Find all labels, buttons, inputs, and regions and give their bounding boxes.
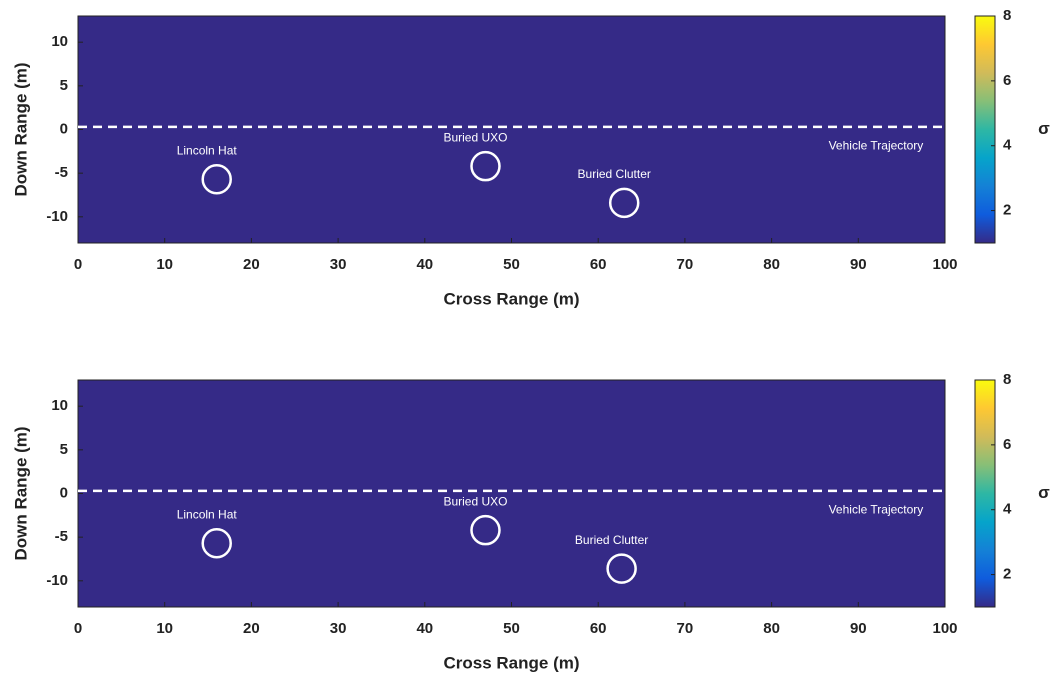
x-tick-label: 20 <box>243 256 260 273</box>
colorbar-tick-label: 6 <box>1003 436 1011 453</box>
x-tick-label: 90 <box>850 256 867 273</box>
y-tick-label: 0 <box>60 484 68 501</box>
x-tick-label: 90 <box>850 620 867 637</box>
y-tick-label: 5 <box>60 441 68 458</box>
colorbar-tick-label: 6 <box>1003 72 1011 89</box>
colorbar-tick-label: 4 <box>1003 501 1012 518</box>
x-tick-label: 10 <box>156 256 173 273</box>
x-tick-label: 50 <box>503 620 520 637</box>
y-tick-label: -10 <box>46 572 68 589</box>
colorbar-tick-label: 2 <box>1003 566 1011 583</box>
plot-area <box>78 380 945 607</box>
y-tick-label: 10 <box>51 33 68 50</box>
y-tick-label: -10 <box>46 208 68 225</box>
figure: 0102030405060708090100-10-50510Cross Ran… <box>0 0 1054 675</box>
target-label: Lincoln Hat <box>177 143 238 157</box>
x-tick-label: 30 <box>330 620 347 637</box>
y-tick-label: 5 <box>60 77 68 94</box>
x-tick-label: 40 <box>416 620 433 637</box>
x-tick-label: 30 <box>330 256 347 273</box>
colorbar <box>975 380 995 607</box>
x-tick-label: 100 <box>932 256 957 273</box>
heatmap-panel: 0 10 20 30 40 50 60 70 80 90 100 -10 -5 0 5 10 Cross Ran… <box>11 371 1050 673</box>
x-tick-label: 80 <box>763 620 780 637</box>
x-axis-label: Cross Range (m) <box>443 653 579 672</box>
x-tick-label: 70 <box>677 620 694 637</box>
x-tick-label: 50 <box>503 256 520 273</box>
x-tick-label: 80 <box>763 256 780 273</box>
y-tick-label: -5 <box>55 164 68 181</box>
trajectory-label: Vehicle Trajectory <box>829 138 924 152</box>
y-axis-label: Down Range (m) <box>11 62 30 196</box>
colorbar-tick-label: 4 <box>1003 137 1012 154</box>
colorbar-tick-label: 8 <box>1003 7 1011 24</box>
target-label: Buried UXO <box>443 130 507 144</box>
x-tick-label: 10 <box>156 620 173 637</box>
target-label: Buried UXO <box>443 494 507 508</box>
colorbar-tick-label: 2 <box>1003 202 1011 219</box>
x-tick-label: 60 <box>590 256 607 273</box>
x-axis-label: Cross Range (m) <box>443 289 579 308</box>
colorbar-label: σ <box>1038 119 1050 138</box>
colorbar <box>975 16 995 243</box>
trajectory-label: Vehicle Trajectory <box>829 502 924 516</box>
x-tick-label: 60 <box>590 620 607 637</box>
colorbar-tick-label: 8 <box>1003 371 1011 388</box>
y-tick-label: -5 <box>55 528 68 545</box>
target-label: Lincoln Hat <box>177 507 238 521</box>
y-axis-label: Down Range (m) <box>11 426 30 560</box>
plot-area <box>78 16 945 243</box>
x-tick-label: 20 <box>243 620 260 637</box>
target-label: Buried Clutter <box>575 533 648 547</box>
heatmap-panel: 0 10 20 30 40 50 60 70 80 90 100 -10 -5 0 5 10 Cross Ran… <box>11 7 1050 309</box>
y-tick-label: 0 <box>60 120 68 137</box>
x-tick-label: 70 <box>677 256 694 273</box>
x-tick-label: 40 <box>416 256 433 273</box>
x-tick-label: 0 <box>74 620 82 637</box>
y-tick-label: 10 <box>51 397 68 414</box>
target-label: Buried Clutter <box>578 167 651 181</box>
x-tick-label: 100 <box>932 620 957 637</box>
x-tick-label: 0 <box>74 256 82 273</box>
colorbar-label: σ <box>1038 483 1050 502</box>
